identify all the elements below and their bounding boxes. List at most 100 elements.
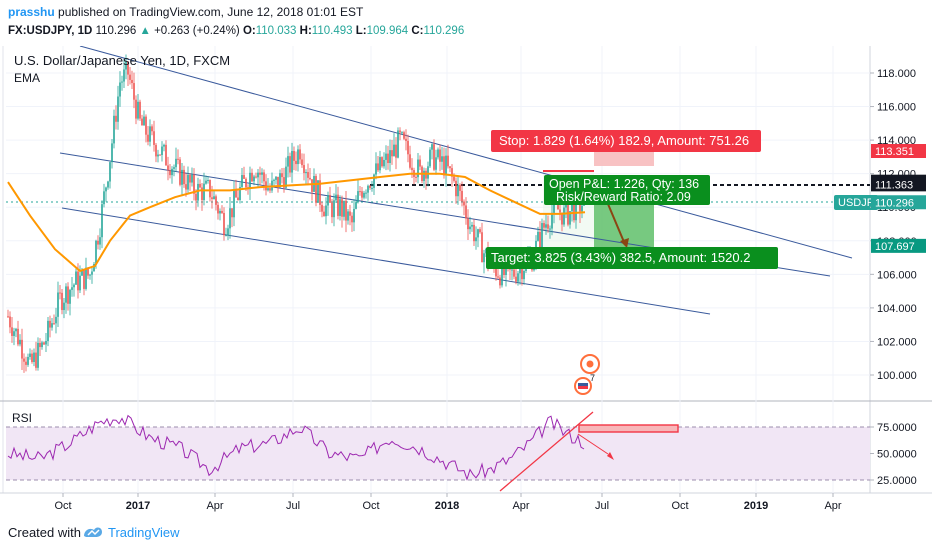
candle-body bbox=[335, 194, 337, 201]
candle-body bbox=[455, 180, 457, 197]
author-link[interactable]: prasshu bbox=[8, 5, 55, 19]
candle-body bbox=[43, 342, 45, 345]
rsi-band bbox=[6, 427, 870, 480]
candle-body bbox=[399, 130, 401, 133]
candle-body bbox=[155, 144, 157, 157]
candle-body bbox=[129, 74, 131, 80]
candle-body bbox=[83, 269, 85, 289]
candle-body bbox=[461, 190, 463, 202]
candle-body bbox=[371, 187, 373, 189]
candle-body bbox=[179, 159, 181, 185]
tradingview-link[interactable]: TradingView bbox=[108, 525, 180, 540]
tradingview-logo-icon[interactable] bbox=[82, 524, 104, 540]
candle-body bbox=[323, 211, 325, 217]
candle-body bbox=[317, 180, 319, 203]
candle-body bbox=[437, 149, 439, 158]
chart-area[interactable]: U.S. Dollar/Japanese Yen, 1D, FXCM EMA R… bbox=[0, 46, 932, 516]
candle-body bbox=[409, 154, 411, 168]
candle-body bbox=[119, 82, 121, 97]
price-tag-label: 113.351 bbox=[875, 146, 914, 158]
candle-body bbox=[543, 223, 545, 228]
candle-body bbox=[549, 228, 551, 230]
candle-body bbox=[495, 266, 497, 277]
candle-body bbox=[465, 205, 467, 219]
candle-body bbox=[327, 195, 329, 206]
candle-body bbox=[237, 197, 239, 201]
candle-body bbox=[251, 172, 253, 182]
candle-body bbox=[23, 358, 25, 362]
candle-body bbox=[37, 342, 39, 368]
candle-body bbox=[159, 154, 161, 156]
candle-body bbox=[353, 208, 355, 223]
chart-canvas[interactable]: U.S. Dollar/Japanese Yen, 1D, FXCM EMA R… bbox=[0, 46, 932, 516]
candle-body bbox=[123, 69, 125, 82]
trend-arrow[interactable] bbox=[607, 203, 625, 243]
candle-body bbox=[185, 184, 187, 190]
rsi-box[interactable] bbox=[578, 424, 679, 433]
candle-body bbox=[337, 194, 339, 216]
candle-body bbox=[397, 130, 399, 158]
candle-body bbox=[289, 156, 291, 173]
candle-body bbox=[167, 165, 169, 171]
price-tick-label: 116.000 bbox=[877, 102, 916, 114]
candle-body bbox=[147, 134, 149, 142]
candle-body bbox=[103, 191, 105, 205]
candle-body bbox=[339, 199, 341, 216]
candle-body bbox=[191, 174, 193, 183]
candle-body bbox=[173, 167, 175, 169]
candle-body bbox=[45, 341, 47, 345]
ema-line bbox=[7, 172, 586, 273]
candle-body bbox=[207, 180, 209, 182]
candle-body bbox=[63, 302, 65, 311]
candle-body bbox=[223, 212, 225, 236]
candle-body bbox=[561, 212, 563, 225]
candle-body bbox=[101, 204, 103, 238]
rsi-trendline[interactable] bbox=[499, 411, 594, 492]
candle-body bbox=[377, 163, 379, 171]
candle-body bbox=[117, 96, 119, 122]
candle-body bbox=[127, 61, 129, 75]
target-label-box[interactable] bbox=[486, 247, 778, 269]
low-label: L: bbox=[355, 25, 367, 37]
candle-body bbox=[79, 275, 81, 291]
candle-body bbox=[27, 356, 29, 365]
candle-body bbox=[499, 277, 501, 286]
candle-body bbox=[15, 328, 17, 332]
candle-body bbox=[469, 226, 471, 230]
candle-body bbox=[547, 224, 549, 229]
candle-body bbox=[481, 232, 483, 263]
candle-body bbox=[407, 140, 409, 155]
rsi-legend: RSI bbox=[12, 411, 32, 425]
candle-body bbox=[311, 179, 313, 192]
trendline-upper[interactable] bbox=[79, 46, 853, 259]
price-tag-box bbox=[871, 177, 926, 192]
candle-body bbox=[401, 132, 403, 134]
candle-body bbox=[121, 81, 123, 83]
up-arrow-icon: ▲ bbox=[139, 25, 151, 37]
candle-body bbox=[473, 224, 475, 242]
candle-body bbox=[331, 202, 333, 218]
candle-body bbox=[333, 200, 335, 218]
open-label: O: bbox=[242, 25, 256, 37]
candle-body bbox=[85, 267, 87, 289]
time-axis[interactable]: Oct 2017 Apr Jul Oct 2018 Apr Jul Oct 2019 Apr bbox=[54, 493, 842, 512]
time-tick-label: Oct bbox=[362, 500, 379, 512]
candle-body bbox=[161, 146, 163, 155]
open-pnl-box[interactable] bbox=[544, 175, 710, 205]
candle-body bbox=[257, 172, 259, 178]
candle-body bbox=[363, 192, 365, 198]
candle-body bbox=[139, 101, 141, 119]
candle-body bbox=[539, 231, 541, 248]
candle-body bbox=[283, 177, 285, 188]
candle-body bbox=[71, 287, 73, 290]
rsi-arrow-line[interactable] bbox=[577, 433, 609, 455]
candle-body bbox=[351, 215, 353, 223]
candle-body bbox=[369, 185, 371, 188]
candle-body bbox=[7, 316, 9, 318]
candle-body bbox=[57, 292, 59, 317]
rsi-axis[interactable]: 75.0000 50.0000 25.0000 bbox=[870, 422, 917, 487]
candle-body bbox=[297, 149, 299, 165]
candle-body bbox=[125, 61, 127, 70]
trendline-lower[interactable] bbox=[61, 207, 711, 315]
stop-label-box[interactable] bbox=[491, 130, 761, 152]
